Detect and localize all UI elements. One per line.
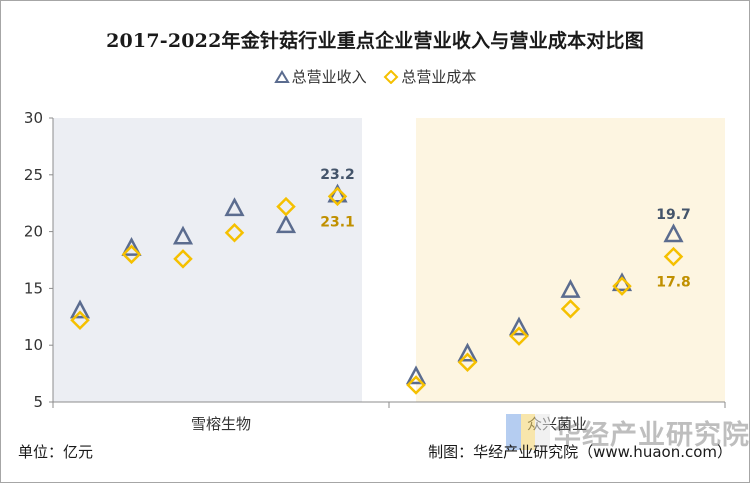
revenue-point — [457, 342, 478, 362]
cost-point — [327, 186, 348, 207]
revenue-point — [275, 214, 297, 234]
revenue-point — [172, 225, 194, 245]
y-tick-label: 20 — [24, 223, 43, 241]
revenue-data-label: 19.7 — [656, 207, 691, 223]
cost-point — [70, 310, 90, 330]
x-group-label: 雪榕生物 — [191, 415, 251, 433]
cost-data-label: 17.8 — [656, 275, 691, 291]
cost-data-label: 23.1 — [320, 214, 355, 230]
legend-label-cost: 总营业成本 — [401, 68, 477, 86]
y-tick-label: 30 — [24, 109, 43, 127]
unit-label: 单位：亿元 — [18, 443, 94, 461]
cost-point — [406, 375, 426, 395]
revenue-point — [224, 197, 245, 217]
chart-title: 2017-2022年金针菇行业重点企业营业收入与营业成本对比图 — [106, 30, 644, 52]
triangle-icon — [273, 69, 290, 83]
cost-point — [173, 249, 193, 269]
revenue-point — [508, 316, 530, 336]
y-tick-label: 10 — [24, 336, 43, 354]
watermark-logo-icon — [506, 414, 551, 450]
revenue-point — [121, 236, 142, 256]
cost-point — [224, 222, 245, 243]
revenue-point — [560, 279, 581, 298]
legend-item-cost: 总营业成本 — [383, 66, 476, 87]
source-label: 制图：华经产业研究院（www.huaon.com） — [428, 443, 732, 461]
cost-point — [121, 244, 142, 265]
diamond-icon — [383, 69, 399, 84]
y-tick-label: 15 — [24, 279, 43, 297]
revenue-point — [69, 299, 91, 319]
legend: 总营业收入 总营业成本 — [0, 66, 750, 88]
group-band-0 — [53, 118, 362, 402]
watermark-text: 华经产业研究院 — [554, 419, 750, 451]
cost-point — [560, 299, 581, 319]
revenue-data-label: 23.2 — [320, 167, 355, 183]
cost-point — [612, 276, 632, 296]
revenue-point — [405, 365, 427, 385]
y-tick-label: 25 — [24, 166, 43, 184]
revenue-point — [663, 223, 684, 243]
cost-point — [663, 246, 684, 267]
cost-point — [457, 352, 478, 373]
y-tick-label: 5 — [33, 393, 43, 411]
legend-item-revenue: 总营业收入 — [273, 66, 367, 87]
cost-point — [276, 196, 296, 217]
watermark: 华经产业研究院 — [506, 412, 750, 452]
cost-point — [509, 326, 529, 346]
legend-label-revenue: 总营业收入 — [291, 68, 367, 86]
